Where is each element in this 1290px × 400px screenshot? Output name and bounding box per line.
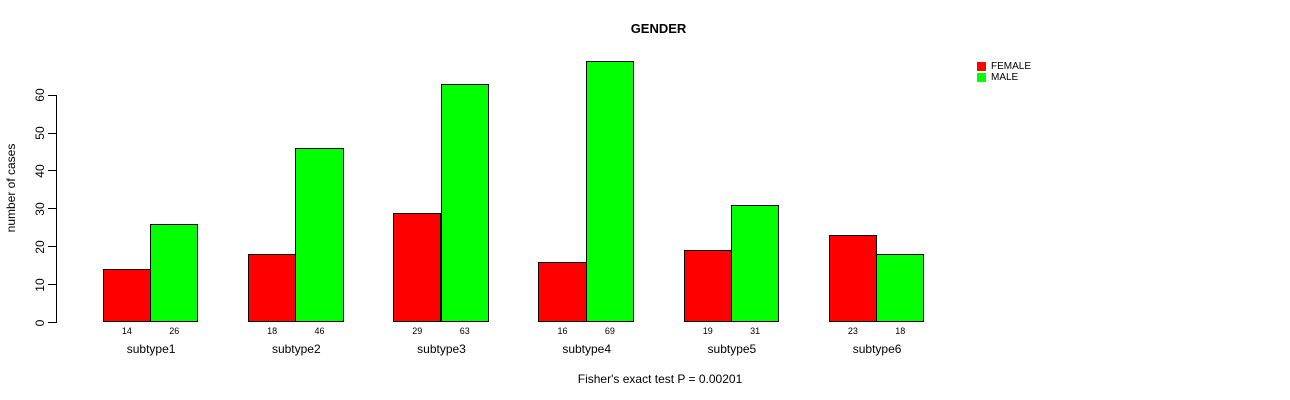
- bar-value-label: 29: [412, 326, 423, 336]
- bar-male-subtype6: [876, 254, 925, 323]
- legend-label-female: FEMALE: [991, 61, 1032, 72]
- chart-title: GENDER: [630, 21, 687, 36]
- y-axis-tick: [48, 94, 56, 96]
- bar-value-label: 31: [750, 326, 761, 336]
- x-category-label: subtype1: [126, 342, 176, 356]
- y-axis-tick: [48, 132, 56, 134]
- x-category-label: subtype3: [417, 342, 466, 356]
- y-axis-line: [56, 95, 57, 323]
- bar-value-label: 14: [121, 326, 132, 336]
- bar-value-label: 16: [557, 326, 568, 336]
- y-axis-tick: [48, 246, 56, 248]
- x-category-label: subtype6: [852, 342, 902, 356]
- bar-female-subtype6: [828, 235, 878, 323]
- bar-female-subtype3: [393, 212, 442, 323]
- bar-value-label: 63: [459, 326, 470, 336]
- bar-male-subtype3: [440, 83, 489, 323]
- bar-value-label: 18: [267, 326, 278, 336]
- y-axis-tick-label: 40: [33, 164, 47, 178]
- bar-male-subtype1: [150, 223, 199, 323]
- y-axis-title: number of cases: [4, 143, 18, 233]
- legend: FEMALE MALE: [977, 61, 1032, 83]
- bar-value-label: 19: [702, 326, 713, 336]
- bar-male-subtype5: [730, 205, 780, 323]
- x-category-label: subtype4: [562, 342, 612, 356]
- y-axis-tick-label: 20: [33, 240, 47, 254]
- y-axis-tick: [48, 208, 56, 210]
- bar-value-label: 69: [604, 326, 615, 336]
- y-axis-tick-label: 30: [33, 202, 47, 216]
- bar-female-subtype4: [538, 261, 587, 323]
- y-axis-tick: [48, 322, 56, 323]
- y-axis-tick-label: 10: [33, 277, 47, 292]
- y-axis-tick-label: 0: [33, 319, 47, 326]
- bar-male-subtype4: [585, 60, 635, 323]
- x-category-label: subtype2: [271, 342, 321, 356]
- legend-swatch-female: [977, 62, 986, 71]
- bar-male-subtype2: [295, 148, 344, 323]
- x-category-label: subtype5: [707, 342, 757, 356]
- caption: Fisher's exact test P = 0.00201: [577, 372, 743, 386]
- bar-female-subtype5: [683, 250, 732, 323]
- bar-female-subtype1: [102, 269, 152, 323]
- bar-value-label: 46: [314, 326, 325, 336]
- legend-label-male: MALE: [991, 72, 1019, 83]
- y-axis-tick: [48, 284, 56, 286]
- legend-item-female: FEMALE: [977, 61, 1032, 72]
- y-axis-tick-label: 50: [33, 126, 47, 140]
- legend-item-male: MALE: [977, 72, 1031, 83]
- bar-female-subtype2: [247, 254, 297, 323]
- y-axis-tick-label: 60: [33, 88, 47, 102]
- bar-value-label: 23: [847, 326, 858, 336]
- bar-value-label: 18: [895, 326, 906, 336]
- legend-swatch-male: [977, 73, 986, 82]
- bar-value-label: 26: [169, 326, 180, 336]
- y-axis-tick: [48, 170, 56, 172]
